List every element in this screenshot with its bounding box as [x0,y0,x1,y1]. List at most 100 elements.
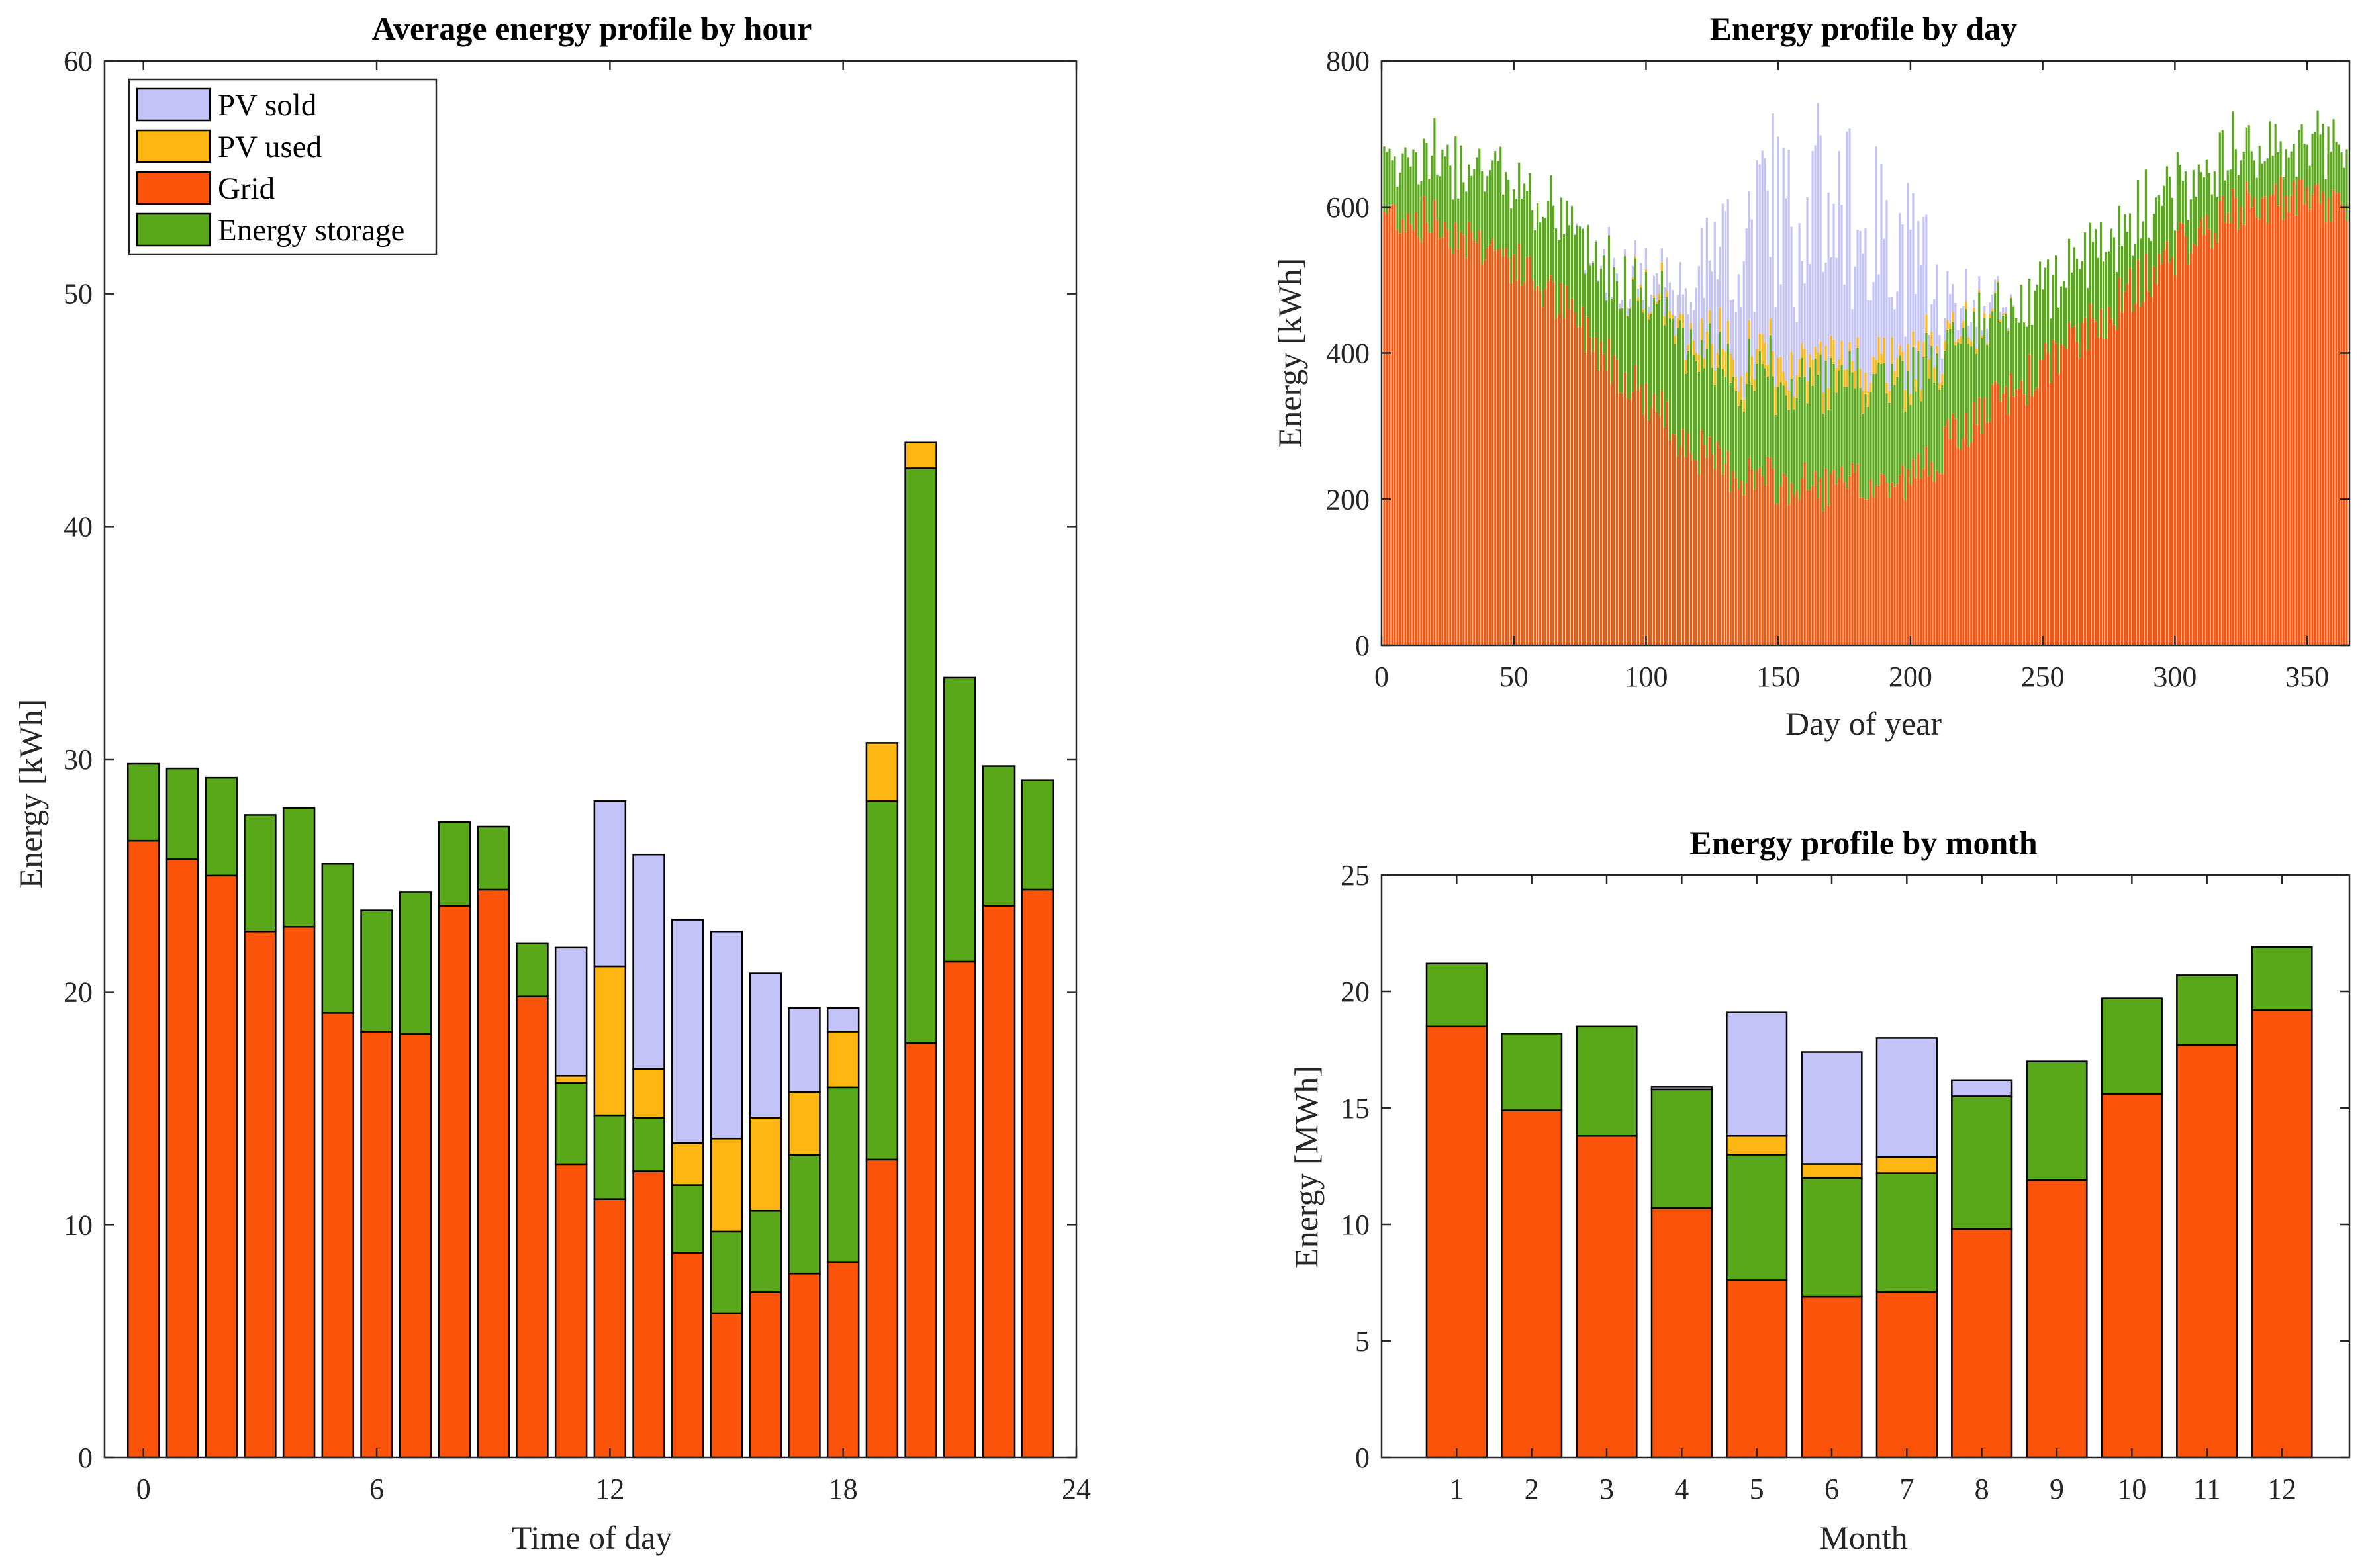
daily-bar-energy-storage [1674,344,1676,435]
hourly-bar-energy-storage [1021,779,1055,891]
daily-bar-grid [1586,316,1589,645]
daily-bar-energy-storage [2144,169,2148,254]
daily-bar-grid [1663,427,1666,645]
daily-bar-pv-sold [1629,299,1632,308]
daily-bar-pv-sold [1716,279,1719,353]
daily-bar-energy-storage [2097,257,2100,338]
daily-bar-pv-used [1790,351,1793,379]
daily-bar-grid [2165,241,2168,645]
daily-bar-pv-sold [2002,307,2005,314]
monthly-bar-pv-sold [1650,1086,1713,1091]
daily-bar-energy-storage [1486,175,1489,248]
legend-label-grid: Grid [218,171,275,206]
daily-bar-grid [1960,449,1962,645]
daily-bar-energy-storage [2195,196,2197,246]
monthly-chart-ylabel: Energy [MWh] [1288,1066,1325,1268]
daily-bar-grid [2258,219,2261,646]
daily-bar-energy-storage [2330,151,2332,222]
monthly-bar-energy-storage [1576,1025,1638,1137]
daily-bar-energy-storage [1615,281,1619,360]
daily-bar-grid [1872,496,1875,645]
daily-bar-energy-storage [1737,406,1740,490]
daily-xtick-label: 150 [1756,661,1800,693]
daily-bar-pv-used [1793,396,1795,410]
daily-bar-pv-used [2012,306,2015,307]
daily-bar-grid [2300,180,2303,646]
daily-bar-energy-storage [2210,194,2213,248]
daily-bar-energy-storage [2324,179,2327,223]
daily-bar-energy-storage [1838,370,1840,478]
daily-bar-grid [2131,312,2134,645]
daily-bar-grid [2343,208,2345,645]
daily-bar-pv-sold [1655,273,1658,302]
hourly-bar-grid [710,1312,743,1459]
daily-bar-pv-used [1806,381,1809,404]
daily-bar-pv-sold [1967,325,1970,338]
daily-bar-energy-storage [2216,197,2218,242]
daily-bar-pv-sold [1679,262,1681,314]
daily-bar-energy-storage [1695,361,1697,461]
daily-bar-grid [2205,214,2208,645]
daily-bar-pv-used [1666,291,1669,297]
daily-bar-pv-sold [1912,193,1915,332]
daily-bar-energy-storage [1578,226,1582,327]
daily-bar-energy-storage [1925,332,1928,447]
daily-bar-energy-storage [1922,357,1925,469]
daily-bar-grid [1571,298,1574,645]
daily-bar-energy-storage [1814,359,1817,472]
daily-bar-energy-storage [1574,234,1576,313]
daily-bar-pv-sold [1660,248,1664,263]
daily-bar-pv-sold [1973,300,1975,308]
daily-bar-pv-sold [1922,216,1925,342]
daily-bar-energy-storage [2020,284,2023,381]
monthly-xtick-label: 7 [1899,1473,1914,1505]
daily-bar-grid [1772,468,1774,645]
daily-bar-pv-used [1936,346,1938,354]
daily-bar-pv-sold [1848,128,1851,342]
daily-bar-pv-sold [2005,306,2007,313]
monthly-xtick-label: 1 [1449,1473,1464,1505]
daily-bar-pv-sold [1639,263,1642,285]
daily-bar-grid [1830,473,1832,645]
hourly-ytick-label: 30 [64,743,93,776]
daily-bar-pv-used [1997,281,1999,283]
daily-bar-pv-used [1716,352,1719,368]
daily-bar-energy-storage [2012,306,2015,397]
monthly-chart-xlabel: Month [1819,1519,1907,1556]
daily-bar-pv-sold [1795,322,1798,375]
hourly-bar-energy-storage [982,765,1016,907]
daily-bar-pv-used [1986,343,1989,345]
daily-bar-grid [1726,451,1729,645]
daily-bar-pv-used [1777,357,1779,387]
daily-bar-grid [1644,383,1648,645]
daily-bar-grid [1764,485,1766,645]
daily-bar-grid [1618,392,1621,645]
monthly-bar-energy-storage [2101,997,2163,1095]
daily-ytick-label: 400 [1326,338,1370,370]
daily-bar-grid [2026,405,2028,645]
daily-bar-grid [2059,344,2063,645]
daily-bar-pv-used [2005,312,2007,314]
daily-bar-pv-used [1975,349,1978,354]
daily-bar-grid [2221,195,2224,645]
daily-bar-pv-sold [1782,148,1785,372]
monthly-axes-frame [1380,874,2351,1459]
daily-bar-energy-storage [1636,300,1640,391]
daily-bar-energy-storage [1650,314,1653,408]
daily-bar-pv-sold [1607,226,1611,236]
daily-bar-energy-storage [1689,329,1692,454]
monthly-xtick-label: 10 [2117,1473,2146,1505]
daily-bar-grid [2263,196,2266,646]
daily-bar-pv-sold [1960,308,1962,336]
daily-bar-energy-storage [1824,361,1827,469]
daily-bar-grid [2010,373,2012,645]
daily-bar-energy-storage [2258,146,2261,220]
daily-bar-energy-storage [1502,194,1505,257]
daily-bar-energy-storage [1756,363,1758,471]
daily-bar-grid [1404,232,1407,645]
hourly-bar-pv-sold [671,919,704,1144]
daily-bar-grid [2187,264,2189,645]
monthly-bar-grid [1425,1025,1488,1459]
daily-bar-grid [2290,195,2293,646]
daily-ytick-label: 0 [1355,629,1370,662]
